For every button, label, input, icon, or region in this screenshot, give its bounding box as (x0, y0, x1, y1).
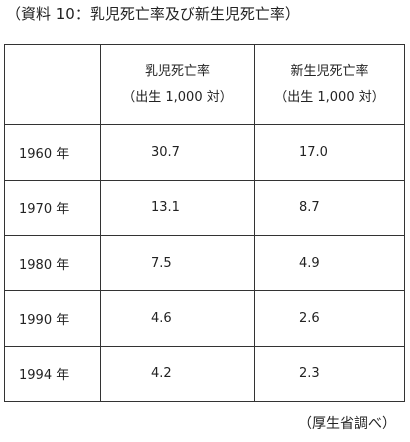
neonatal-rate-cell: 2.6 (254, 290, 405, 347)
infant-rate-cell: 13.1 (100, 179, 255, 237)
year-cell: 1960 年 (4, 124, 101, 181)
neonatal-rate-cell: 2.3 (254, 345, 405, 403)
infant-rate-value: 7.5 (151, 255, 172, 271)
header-infant-mortality: 乳児死亡率 （出生 1,000 対） (100, 43, 255, 126)
neonatal-rate-value: 17.0 (299, 145, 328, 161)
neonatal-rate-cell: 4.9 (254, 235, 405, 292)
year-cell: 1990 年 (4, 290, 101, 347)
infant-rate-cell: 4.6 (100, 290, 255, 347)
header-neonatal-unit: （出生 1,000 対） (274, 89, 385, 105)
neonatal-rate-value: 4.9 (299, 255, 320, 271)
neonatal-rate-cell: 8.7 (254, 179, 405, 237)
table-header-row: 乳児死亡率 （出生 1,000 対） 新生児死亡率 （出生 1,000 対） (4, 43, 405, 126)
header-infant-unit: （出生 1,000 対） (122, 89, 233, 105)
infant-rate-value: 4.6 (151, 310, 172, 326)
year-cell: 1970 年 (4, 179, 101, 237)
header-corner-cell (4, 43, 101, 126)
infant-rate-cell: 4.2 (100, 345, 255, 403)
infant-rate-value: 30.7 (151, 145, 180, 161)
neonatal-rate-cell: 17.0 (254, 124, 405, 181)
table-row: 1980 年 7.5 4.9 (4, 235, 405, 292)
infant-rate-value: 4.2 (151, 366, 172, 382)
header-infant-title: 乳児死亡率 (144, 63, 210, 79)
table-row: 1990 年 4.6 2.6 (4, 290, 405, 347)
year-cell: 1994 年 (4, 345, 101, 403)
infant-rate-cell: 7.5 (100, 235, 255, 292)
table-row: 1960 年 30.7 17.0 (4, 124, 405, 181)
neonatal-rate-value: 2.3 (299, 366, 320, 382)
infant-rate-cell: 30.7 (100, 124, 255, 181)
table-caption: （資料 10：乳児死亡率及び新生児死亡率） (6, 5, 300, 23)
source-note: （厚生省調べ） (298, 416, 396, 432)
header-neonatal-mortality: 新生児死亡率 （出生 1,000 対） (254, 43, 405, 126)
header-neonatal-title: 新生児死亡率 (290, 63, 369, 79)
table-row: 1970 年 13.1 8.7 (4, 179, 405, 237)
neonatal-rate-value: 8.7 (299, 200, 320, 216)
neonatal-rate-value: 2.6 (299, 310, 320, 326)
table-row: 1994 年 4.2 2.3 (4, 345, 405, 403)
year-cell: 1980 年 (4, 235, 101, 292)
infant-rate-value: 13.1 (151, 200, 180, 216)
mortality-rate-table: 乳児死亡率 （出生 1,000 対） 新生児死亡率 （出生 1,000 対） 1… (4, 43, 405, 403)
